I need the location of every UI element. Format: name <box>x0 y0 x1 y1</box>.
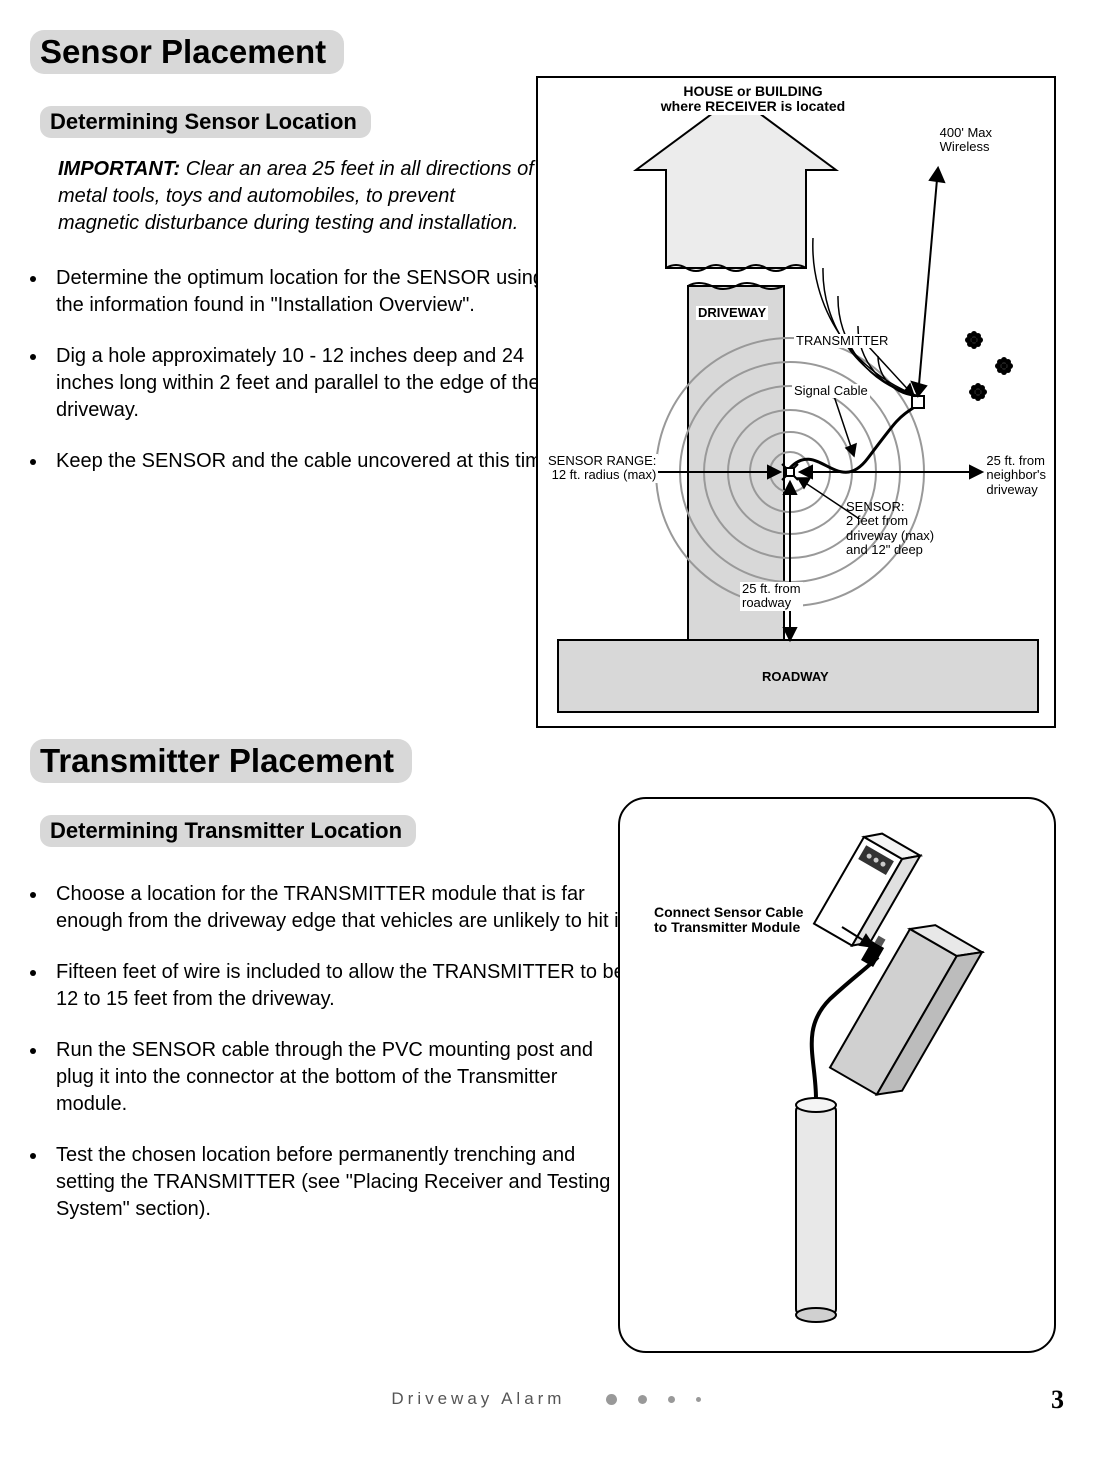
important-label: IMPORTANT: <box>58 158 180 180</box>
transmitter-instructions-list: Choose a location for the TRANSMITTER mo… <box>30 881 630 1223</box>
subsection-title-sensor-loc: Determining Sensor Location <box>40 106 371 138</box>
footer-text: Driveway Alarm <box>391 1389 565 1408</box>
roadway-dist-label: 25 ft. from roadway <box>740 582 803 611</box>
list-item: Dig a hole approximately 10 - 12 inches … <box>48 343 560 424</box>
sensor-placement-section: Sensor Placement Determining Sensor Loca… <box>30 30 1068 709</box>
sensor-range-label: SENSOR RANGE: 12 ft. radius (max) <box>546 454 658 483</box>
section-title-sensor: Sensor Placement <box>30 30 344 74</box>
driveway-label: DRIVEWAY <box>696 306 768 320</box>
sensor-instructions-list: Determine the optimum location for the S… <box>30 265 560 475</box>
list-item: Fifteen feet of wire is included to allo… <box>48 959 630 1013</box>
list-item: Choose a location for the TRANSMITTER mo… <box>48 881 630 935</box>
list-item: Run the SENSOR cable through the PVC mou… <box>48 1037 630 1118</box>
subsection-title-transmitter-loc: Determining Transmitter Location <box>40 815 416 847</box>
neighbor-label: 25 ft. from neighbor's driveway <box>984 454 1048 497</box>
page-footer: Driveway Alarm <box>0 1389 1098 1409</box>
section-title-transmitter: Transmitter Placement <box>30 739 412 783</box>
sensor-desc-label: SENSOR: 2 feet from driveway (max) and 1… <box>844 500 936 557</box>
wireless-max-label: 400' Max Wireless <box>938 126 994 155</box>
list-item: Determine the optimum location for the S… <box>48 265 560 319</box>
transmitter-diagram: Connect Sensor Cable to Transmitter Modu… <box>618 797 1056 1353</box>
important-note: IMPORTANT: Clear an area 25 feet in all … <box>58 156 538 237</box>
placement-diagram: HOUSE or BUILDING where RECEIVER is loca… <box>536 76 1056 728</box>
signal-cable-label: Signal Cable <box>792 384 870 398</box>
page-number: 3 <box>1051 1385 1064 1415</box>
house-label: HOUSE or BUILDING where RECEIVER is loca… <box>648 84 858 115</box>
connect-label: Connect Sensor Cable to Transmitter Modu… <box>652 905 805 936</box>
list-item: Test the chosen location before permanen… <box>48 1142 630 1223</box>
list-item: Keep the SENSOR and the cable uncovered … <box>48 448 560 475</box>
roadway-label: ROADWAY <box>760 670 831 684</box>
transmitter-placement-section: Transmitter Placement Determining Transm… <box>30 739 1068 1407</box>
transmitter-label: TRANSMITTER <box>794 334 890 348</box>
